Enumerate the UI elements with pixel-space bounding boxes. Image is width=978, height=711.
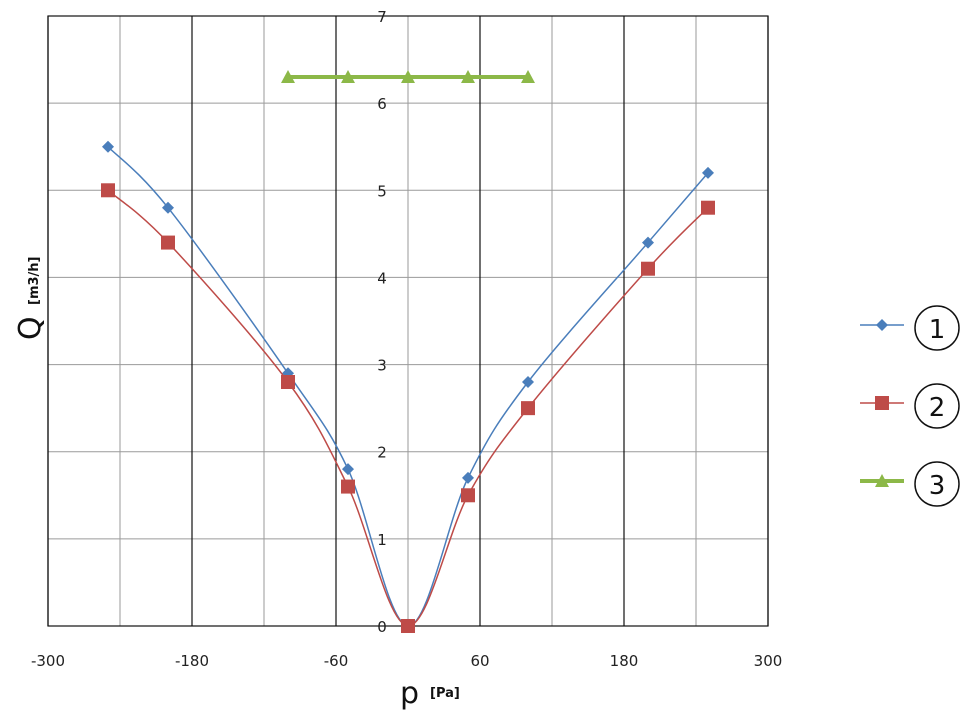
series-3-point bbox=[401, 70, 415, 83]
y-axis-label: Q bbox=[13, 316, 48, 340]
y-tick-label: 4 bbox=[377, 269, 387, 287]
y-tick-label: 0 bbox=[377, 618, 387, 636]
legend-entry-3: 3 bbox=[860, 461, 960, 507]
legend-label: 2 bbox=[929, 393, 946, 423]
x-tick-label: -60 bbox=[324, 652, 349, 670]
series-2-point bbox=[461, 488, 475, 503]
series-2-point bbox=[341, 479, 355, 494]
series-2-point bbox=[401, 619, 415, 633]
series-2-point bbox=[521, 401, 535, 416]
series-1-point bbox=[702, 166, 714, 179]
series-3-point bbox=[521, 70, 535, 83]
series-3-point bbox=[461, 70, 475, 83]
x-tick-label: -180 bbox=[175, 652, 209, 670]
legend-circle bbox=[914, 461, 960, 507]
series-1-point bbox=[162, 201, 174, 214]
series-2-point bbox=[641, 261, 655, 276]
series-2-point bbox=[161, 235, 175, 250]
y-tick-label: 1 bbox=[377, 531, 387, 549]
series-1-point bbox=[342, 463, 354, 476]
legend-entry-2: 2 bbox=[860, 383, 960, 429]
series-3-point bbox=[281, 70, 295, 83]
x-axis-unit: [Pa] bbox=[430, 686, 460, 701]
legend-marker bbox=[875, 474, 889, 487]
y-tick-label: 3 bbox=[377, 357, 387, 375]
series-1-point bbox=[102, 140, 114, 153]
grid-lines bbox=[47, 15, 769, 627]
y-tick-label: 6 bbox=[377, 95, 387, 113]
series-1-point bbox=[642, 236, 654, 249]
x-axis-label: p bbox=[400, 676, 419, 711]
legend-entry-1: 1 bbox=[860, 305, 960, 351]
legend-label: 1 bbox=[929, 315, 946, 345]
legend-label: 3 bbox=[929, 471, 946, 501]
x-tick-label: 300 bbox=[754, 652, 783, 670]
y-tick-label: 2 bbox=[377, 444, 387, 462]
x-tick-label: 180 bbox=[610, 652, 639, 670]
series-1-point bbox=[462, 471, 474, 484]
y-tick-label: 7 bbox=[377, 8, 387, 26]
x-tick-label: -300 bbox=[31, 652, 65, 670]
series-3 bbox=[281, 70, 535, 83]
legend-marker bbox=[876, 319, 888, 331]
series-1-point bbox=[522, 376, 534, 388]
series-2-point bbox=[701, 200, 715, 215]
series-2-point bbox=[101, 183, 115, 198]
series-2 bbox=[101, 183, 715, 633]
legend-marker bbox=[875, 396, 889, 410]
series-layer bbox=[101, 70, 715, 633]
y-axis-unit: [m3/h] bbox=[27, 257, 42, 305]
legend-circle bbox=[914, 383, 960, 429]
series-2-point bbox=[281, 375, 295, 389]
legend-circle bbox=[914, 305, 960, 351]
x-tick-label: 60 bbox=[470, 652, 489, 670]
y-tick-label: 5 bbox=[377, 182, 387, 200]
legend: 1 2 3 bbox=[860, 305, 960, 507]
tick-labels: -300 -180 -60 60 180 300 0 1 2 3 4 5 6 7 bbox=[31, 8, 782, 670]
series-3-point bbox=[341, 70, 355, 83]
